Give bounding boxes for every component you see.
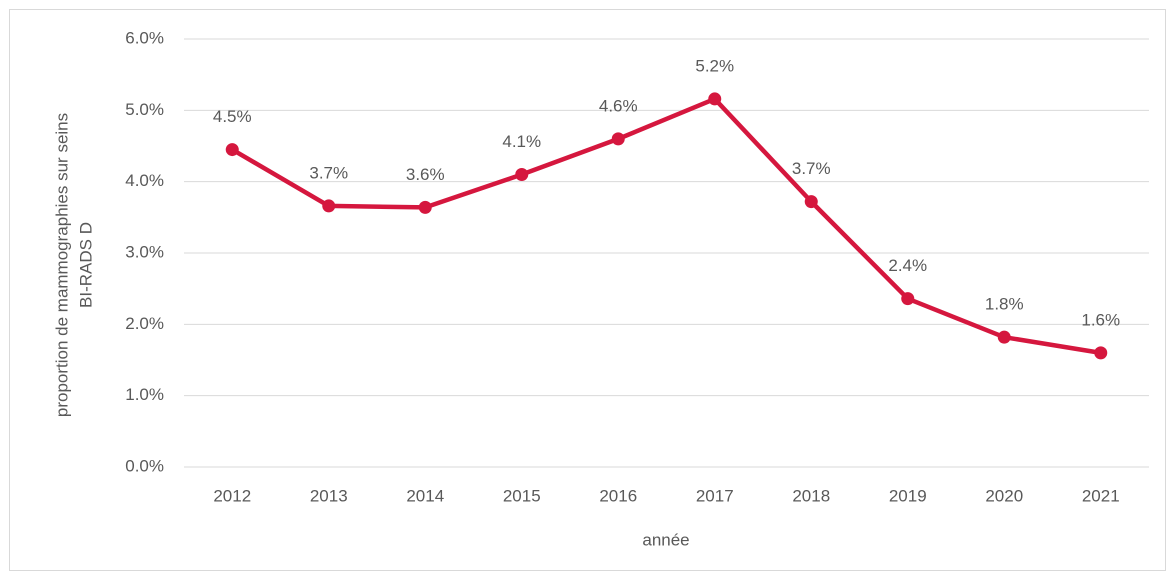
- x-tick-label: 2012: [213, 486, 251, 505]
- x-tick-label: 2017: [696, 486, 734, 505]
- data-point: [225, 143, 239, 157]
- data-point: [322, 199, 336, 213]
- x-tick-label: 2013: [310, 486, 348, 505]
- chart-border: [9, 9, 1166, 571]
- data-label: 3.7%: [792, 159, 831, 178]
- x-tick-label: 2015: [503, 486, 541, 505]
- y-axis-title: BI-RADS D: [76, 222, 95, 308]
- data-point: [901, 292, 915, 306]
- y-tick-label: 6.0%: [125, 28, 164, 47]
- data-point: [804, 195, 818, 209]
- data-label: 1.6%: [1081, 310, 1120, 329]
- y-tick-label: 0.0%: [125, 456, 164, 475]
- x-tick-label: 2018: [792, 486, 830, 505]
- x-tick-label: 2014: [406, 486, 444, 505]
- x-axis-title: année: [642, 530, 689, 549]
- data-label: 3.7%: [309, 163, 348, 182]
- data-label: 4.1%: [502, 132, 541, 151]
- data-point: [1094, 346, 1108, 360]
- data-line: [231, 96, 1102, 356]
- y-tick-label: 2.0%: [125, 314, 164, 333]
- y-tick-label: 4.0%: [125, 171, 164, 190]
- data-label: 2.4%: [888, 256, 927, 275]
- x-tick-label: 2020: [985, 486, 1023, 505]
- data-point: [708, 92, 722, 106]
- x-tick-label: 2021: [1082, 486, 1120, 505]
- x-tick-label: 2019: [889, 486, 927, 505]
- data-label: 4.5%: [213, 107, 252, 126]
- data-point: [611, 132, 625, 146]
- x-tick-label: 2016: [599, 486, 637, 505]
- data-point: [997, 330, 1011, 344]
- data-point: [418, 200, 432, 214]
- y-axis-title: proportion de mammographies sur seins: [52, 113, 71, 417]
- y-tick-label: 1.0%: [125, 385, 164, 404]
- data-label: 3.6%: [406, 165, 445, 184]
- data-point: [515, 168, 529, 182]
- data-label: 4.6%: [599, 96, 638, 115]
- data-label: 1.8%: [985, 295, 1024, 314]
- data-label: 5.2%: [695, 56, 734, 75]
- y-tick-label: 5.0%: [125, 100, 164, 119]
- y-tick-label: 3.0%: [125, 242, 164, 261]
